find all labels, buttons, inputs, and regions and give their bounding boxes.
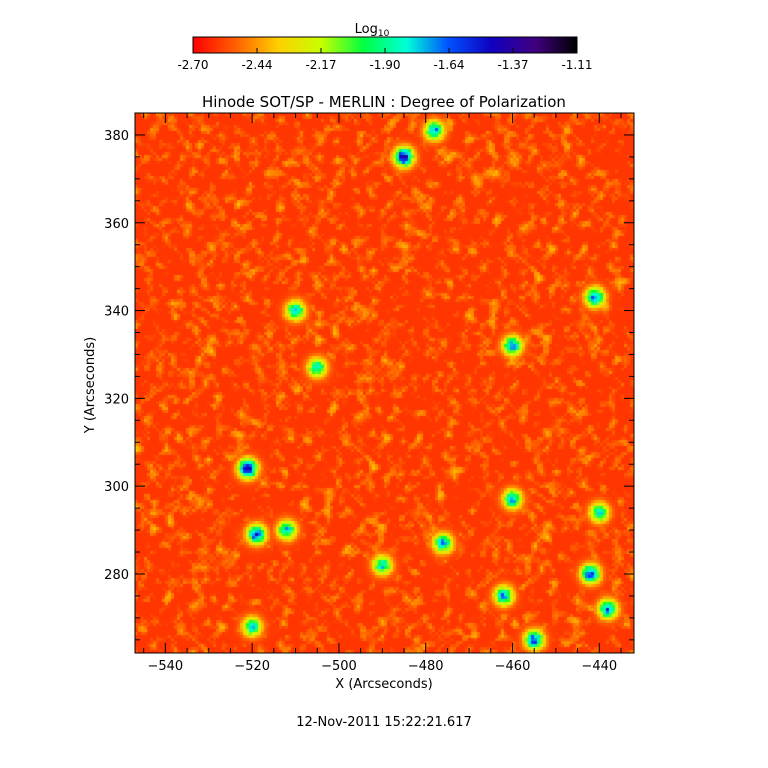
x-tick-label: −540 (148, 659, 184, 674)
y-tick-label: 380 (104, 129, 129, 144)
colorbar-tick-label: -1.64 (433, 58, 464, 72)
y-tick-label: 360 (104, 217, 129, 232)
colorbar-tick-label: -1.90 (369, 58, 400, 72)
x-tick-label: −480 (408, 659, 444, 674)
x-tick-label: −440 (581, 659, 617, 674)
y-tick-label: 320 (104, 392, 129, 407)
y-tick-label: 300 (104, 480, 129, 495)
colorbar-tick-label: -2.17 (305, 58, 336, 72)
plot-frame (134, 112, 635, 654)
x-axis-label: X (Arcseconds) (335, 677, 432, 692)
colorbar-ticks: -2.70 -2.44 -2.17 -1.90 -1.64 -1.37 -1.11 (177, 48, 593, 72)
colorbar-label: Log10 (355, 22, 390, 39)
x-tick-label: −520 (234, 659, 270, 674)
colorbar-tick-label: -2.70 (177, 58, 208, 72)
y-tick-label: 340 (104, 305, 129, 320)
heatmap-image (135, 113, 634, 653)
y-tick-label: 280 (104, 568, 129, 583)
colorbar-tick-label: -1.11 (561, 58, 592, 72)
heatmap-image-wrapper (135, 113, 634, 653)
plot-area (135, 113, 634, 653)
colorbar-tick-label: -2.44 (241, 58, 272, 72)
x-axis: −540 −520 −500 −480 −460 −440 (143, 113, 622, 674)
timestamp: 12-Nov-2011 15:22:21.617 (296, 715, 472, 730)
colorbar: Log10 -2.70 -2.44 -2.17 -1.90 -1.64 -1.37 -1.1… (177, 22, 592, 72)
x-tick-label: −500 (321, 659, 357, 674)
chart-title: Hinode SOT/SP - MERLIN : Degree of Polar… (202, 93, 566, 111)
x-tick-label: −460 (495, 659, 531, 674)
y-axis-label: Y (Arcseconds) (83, 337, 98, 434)
colorbar-tick-label: -1.37 (497, 58, 528, 72)
y-axis: 280 300 320 340 360 380 (104, 112, 634, 641)
